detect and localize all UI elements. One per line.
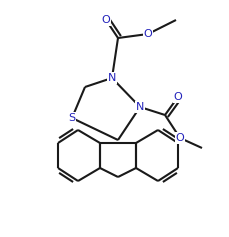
Text: O: O: [143, 29, 152, 39]
Text: O: O: [173, 92, 182, 102]
Text: N: N: [107, 73, 116, 83]
Text: O: O: [101, 15, 110, 25]
Text: O: O: [175, 133, 184, 143]
Text: N: N: [135, 102, 144, 112]
Text: S: S: [68, 113, 75, 123]
